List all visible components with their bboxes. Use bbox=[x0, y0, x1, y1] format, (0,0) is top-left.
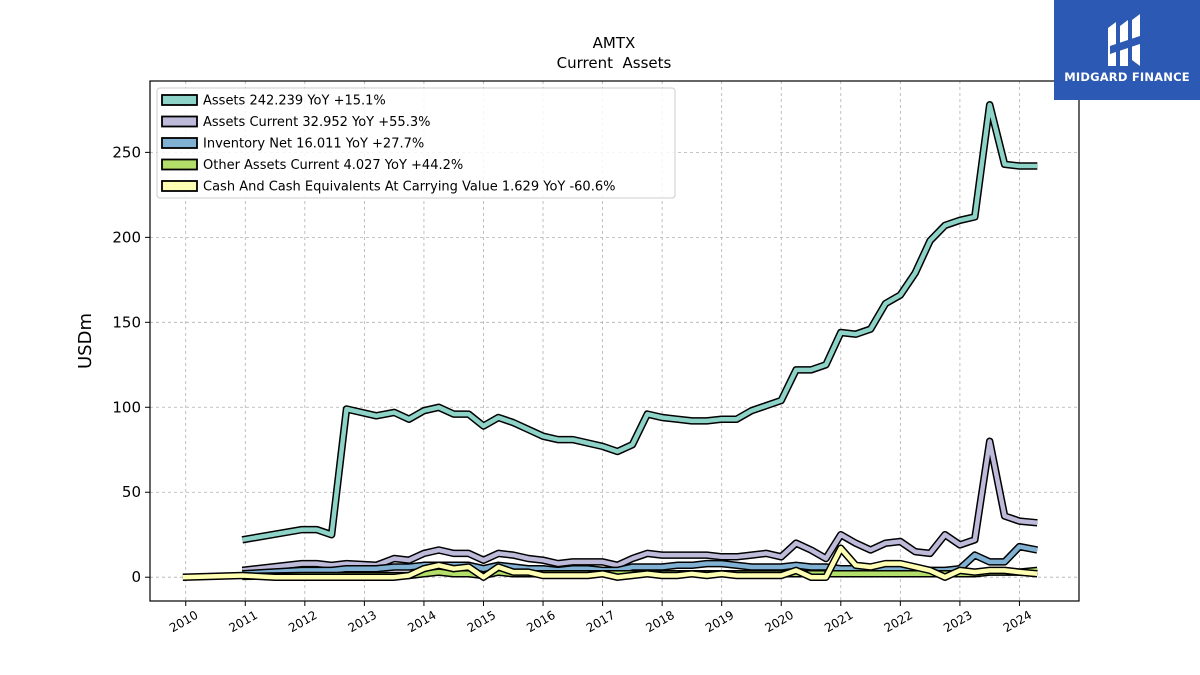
x-tick-label: 2021 bbox=[822, 608, 855, 635]
x-tick-label: 2011 bbox=[227, 608, 260, 635]
y-tick-label: 250 bbox=[112, 143, 141, 161]
legend-swatch bbox=[161, 94, 198, 106]
x-tick-label: 2010 bbox=[167, 608, 200, 635]
x-tick-label: 2019 bbox=[703, 608, 736, 635]
y-tick-label: 100 bbox=[112, 398, 141, 416]
x-tick-label: 2022 bbox=[882, 608, 915, 635]
x-tick-label: 2018 bbox=[643, 608, 676, 635]
series-layer bbox=[182, 101, 1038, 581]
series-line-1 bbox=[241, 437, 1038, 575]
legend-item-2: Inventory Net 16.011 YoY +27.7% bbox=[161, 137, 424, 152]
y-tick-label: 150 bbox=[112, 313, 141, 331]
legend: Assets 242.239 YoY +15.1% Assets Current … bbox=[156, 87, 676, 199]
y-tick-label: 50 bbox=[122, 483, 141, 501]
legend-label: Other Assets Current 4.027 YoY +44.2% bbox=[203, 158, 463, 173]
legend-swatch bbox=[161, 158, 198, 171]
chart-title: AMTX bbox=[593, 34, 636, 52]
series-line-4 bbox=[182, 544, 1038, 581]
legend-item-4: Cash And Cash Equivalents At Carrying Va… bbox=[161, 180, 615, 195]
legend-swatch bbox=[161, 115, 198, 128]
legend-item-3: Other Assets Current 4.027 YoY +44.2% bbox=[161, 158, 463, 173]
legend-swatch bbox=[161, 180, 198, 192]
x-tick-label: 2013 bbox=[346, 608, 379, 635]
x-tick-label: 2017 bbox=[584, 608, 617, 635]
y-axis-label: USDm bbox=[75, 313, 96, 369]
axes: 0 50 100 150 200 250 2010 2011 2012 2013 2014 2015 2… bbox=[112, 143, 1034, 635]
x-tick-label: 2024 bbox=[1001, 608, 1034, 635]
x-tick-label: 2023 bbox=[941, 608, 974, 635]
brand-logo: MIDGARD FINANCE bbox=[1054, 0, 1200, 100]
x-tick-label: 2020 bbox=[763, 608, 796, 635]
series-stroke bbox=[241, 102, 1038, 543]
legend-box bbox=[156, 87, 676, 199]
y-tick-label: 200 bbox=[112, 228, 141, 246]
legend-label: Assets Current 32.952 YoY +55.3% bbox=[203, 115, 430, 130]
x-tick-label: 2014 bbox=[405, 608, 438, 635]
brand-name: MIDGARD FINANCE bbox=[1064, 70, 1190, 84]
x-tick-label: 2016 bbox=[524, 608, 557, 635]
legend-swatch bbox=[161, 137, 198, 149]
legend-item-0: Assets 242.239 YoY +15.1% bbox=[161, 94, 386, 109]
legend-label: Assets 242.239 YoY +15.1% bbox=[203, 94, 386, 109]
series-line-0 bbox=[241, 101, 1038, 544]
legend-label: Cash And Cash Equivalents At Carrying Va… bbox=[203, 180, 615, 195]
x-tick-label: 2012 bbox=[286, 608, 319, 635]
plot-frame bbox=[149, 80, 1080, 602]
y-tick-label: 0 bbox=[131, 568, 141, 586]
chart-subtitle: Current Assets bbox=[557, 54, 672, 72]
legend-label: Inventory Net 16.011 YoY +27.7% bbox=[203, 137, 424, 152]
series-stroke bbox=[242, 439, 1038, 573]
midgard-logo-icon bbox=[1108, 14, 1146, 66]
series-stroke bbox=[182, 546, 1038, 580]
legend-item-1: Assets Current 32.952 YoY +55.3% bbox=[161, 115, 430, 130]
x-tick-label: 2015 bbox=[465, 608, 498, 635]
